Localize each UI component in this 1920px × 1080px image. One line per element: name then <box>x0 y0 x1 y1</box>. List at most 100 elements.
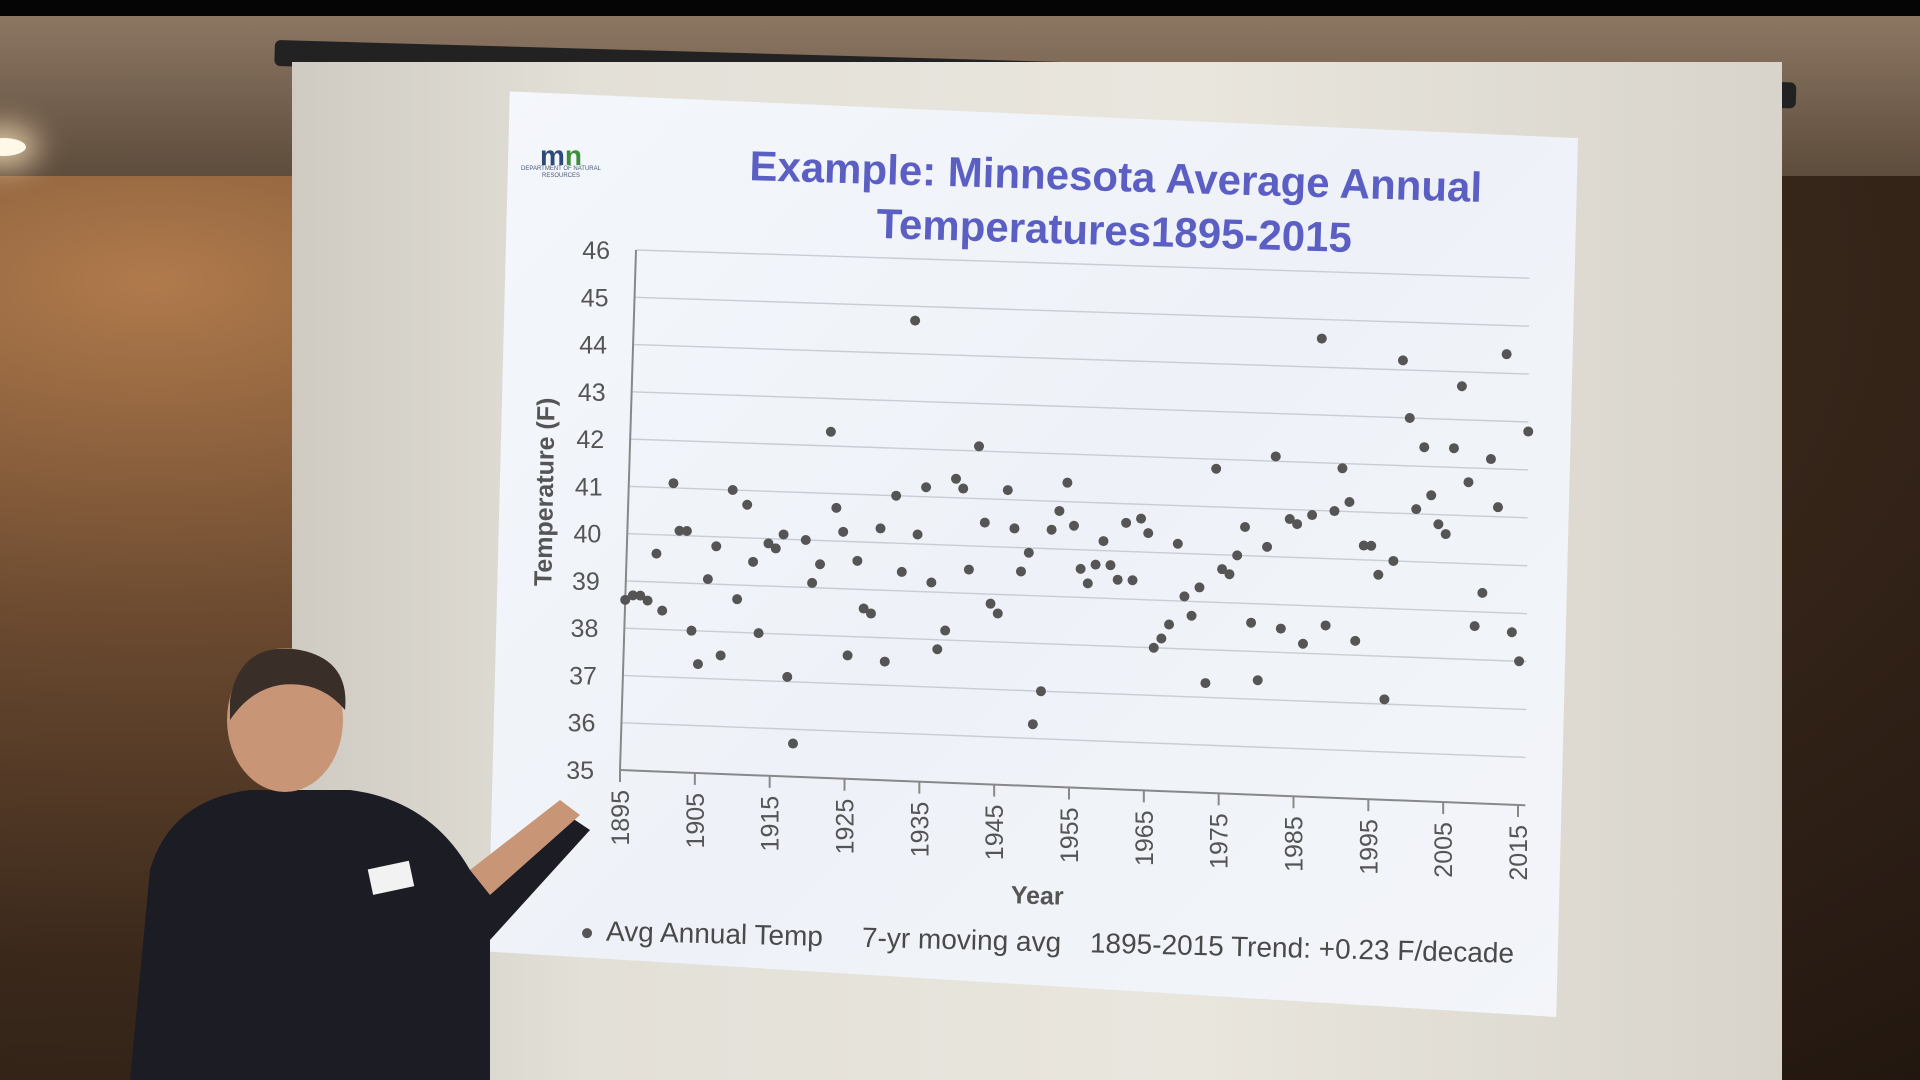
data-point <box>1069 520 1079 531</box>
data-point <box>1143 528 1154 539</box>
x-tick-label: 1985 <box>1281 816 1309 872</box>
data-point <box>1307 510 1318 521</box>
data-point <box>763 538 774 549</box>
grid-line-39 <box>625 580 1527 615</box>
grid-line-37 <box>622 674 1527 711</box>
y-axis-line <box>619 249 637 771</box>
grid-line-36 <box>621 722 1526 759</box>
data-point <box>910 315 921 326</box>
data-point <box>642 595 653 606</box>
x-tick-label: 2005 <box>1430 822 1458 878</box>
data-point <box>1023 547 1034 558</box>
x-tick-label: 1955 <box>1056 808 1084 864</box>
data-point <box>1179 591 1190 602</box>
data-point <box>842 650 853 661</box>
data-point <box>787 738 798 749</box>
data-point <box>748 556 759 567</box>
data-point <box>1075 563 1086 574</box>
data-point <box>1275 623 1286 634</box>
data-point <box>807 577 818 588</box>
data-point <box>1121 517 1132 528</box>
data-point <box>992 608 1003 619</box>
data-point <box>657 605 668 616</box>
data-point <box>1127 575 1138 586</box>
grid-line-45 <box>634 296 1530 327</box>
x-tick-label: 1945 <box>981 805 1009 861</box>
data-point <box>1194 582 1205 593</box>
x-axis-label: Year <box>1010 881 1064 910</box>
data-point <box>865 608 876 619</box>
data-point <box>891 490 902 501</box>
data-point <box>1426 490 1437 501</box>
x-tick-label: 1965 <box>1131 810 1159 866</box>
data-point <box>1105 560 1116 571</box>
data-point <box>1224 569 1235 580</box>
data-point <box>1388 555 1399 566</box>
y-tick-label: 39 <box>572 568 600 596</box>
x-tick-label: 1915 <box>757 796 785 852</box>
data-point <box>1200 678 1211 689</box>
data-point <box>681 526 692 537</box>
data-point <box>727 485 738 496</box>
data-point <box>1186 610 1197 621</box>
data-point <box>1054 505 1065 516</box>
data-point <box>1136 513 1147 524</box>
data-point <box>1514 656 1525 667</box>
video-top-bar <box>0 0 1920 16</box>
x-axis-line <box>619 769 1526 807</box>
data-point <box>1232 550 1243 561</box>
y-tick-label: 36 <box>568 710 596 738</box>
data-point <box>1523 426 1534 437</box>
data-point <box>852 555 863 566</box>
legend-item-moving-avg: 7-yr moving avg <box>861 921 1062 958</box>
y-tick-label: 37 <box>569 662 597 690</box>
data-point <box>940 625 951 636</box>
y-tick-label: 42 <box>576 426 604 454</box>
data-point <box>1492 502 1503 513</box>
data-point <box>1440 529 1451 540</box>
data-point <box>1172 538 1183 549</box>
data-point <box>951 473 962 484</box>
data-point <box>1046 524 1057 535</box>
data-point <box>782 671 793 682</box>
grid-line-38 <box>624 627 1527 663</box>
data-point <box>1292 519 1303 530</box>
grid-line-42 <box>630 438 1528 471</box>
data-point <box>1448 443 1459 454</box>
y-tick-label: 40 <box>573 521 601 549</box>
data-point <box>800 535 811 545</box>
data-point <box>1270 451 1281 462</box>
data-point <box>974 441 985 452</box>
grid-line-46 <box>635 249 1530 279</box>
data-point <box>838 526 849 537</box>
data-point <box>1297 638 1308 649</box>
ceiling-light <box>0 138 26 156</box>
data-point <box>651 548 662 559</box>
legend-item-avg: Avg Annual Temp <box>581 915 823 953</box>
data-point <box>674 525 685 536</box>
data-point <box>926 577 937 588</box>
data-point <box>875 523 886 534</box>
data-point <box>1098 536 1109 547</box>
data-point <box>1320 620 1331 631</box>
data-points <box>620 315 1534 749</box>
data-point <box>1082 578 1093 589</box>
data-point <box>985 598 996 609</box>
x-tick-label: 1995 <box>1355 819 1383 875</box>
data-point <box>770 543 781 554</box>
y-tick-label: 38 <box>571 615 599 643</box>
data-point <box>1112 574 1123 585</box>
data-point <box>1090 559 1101 570</box>
data-point <box>1506 627 1517 638</box>
data-point <box>1358 540 1369 551</box>
data-point <box>1366 540 1377 551</box>
grid-line-41 <box>628 485 1528 519</box>
data-point <box>1337 463 1348 474</box>
data-point <box>753 628 764 639</box>
x-tick-labels: 1895 1905 1915 1925 1935 1945 1955 1965 1975 1985… <box>607 790 1533 881</box>
data-point <box>1002 485 1013 496</box>
y-tick-label: 43 <box>578 379 606 407</box>
data-point <box>1009 523 1020 534</box>
grid-line-43 <box>631 391 1529 423</box>
